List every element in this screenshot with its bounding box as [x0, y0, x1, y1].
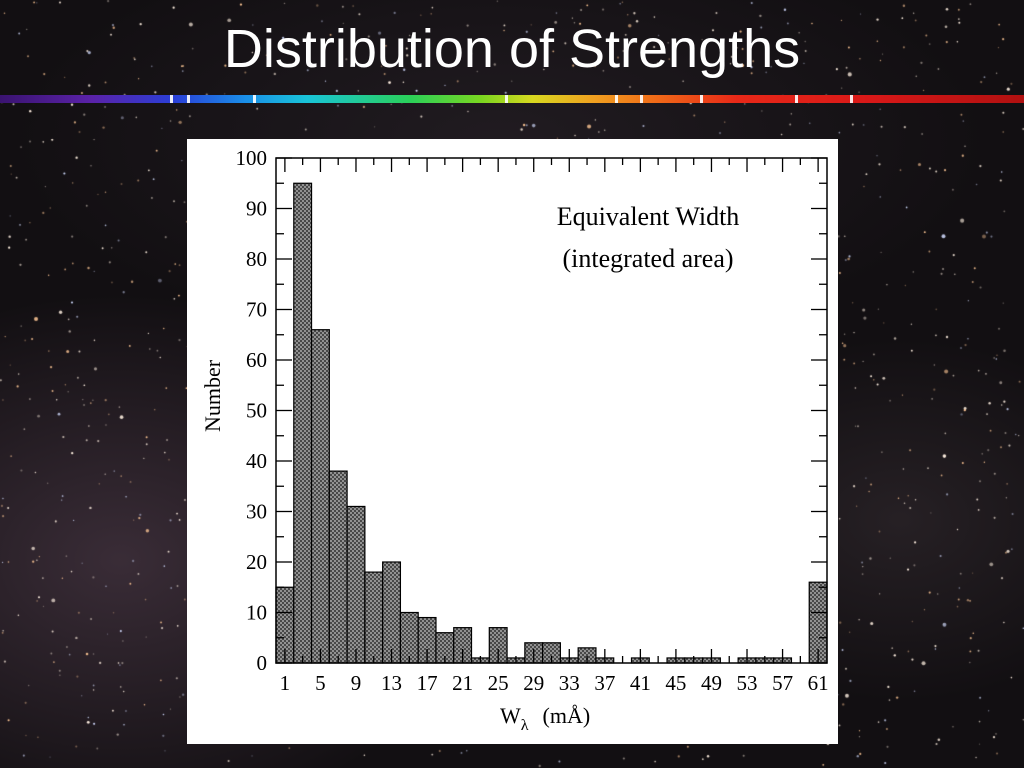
y-tick-label: 70 [246, 298, 267, 322]
x-tick-label: 13 [381, 671, 402, 695]
y-tick-label: 80 [246, 247, 267, 271]
x-tick-label: 1 [280, 671, 291, 695]
x-axis-label-units: (mÅ) [543, 703, 591, 728]
y-tick-label: 40 [246, 449, 267, 473]
rainbow-divider-notch [253, 95, 256, 103]
y-tick-label: 20 [246, 550, 267, 574]
x-tick-label: 41 [630, 671, 651, 695]
y-tick-label: 30 [246, 500, 267, 524]
y-tick-label: 60 [246, 348, 267, 372]
x-tick-label: 25 [488, 671, 509, 695]
x-tick-label: 61 [808, 671, 829, 695]
x-tick-label: 21 [452, 671, 473, 695]
x-axis-label-subscript: λ [521, 717, 529, 734]
histogram-bar [382, 561, 402, 664]
x-tick-label: 57 [772, 671, 793, 695]
chart-annotation-line-1: Equivalent Width [557, 202, 740, 231]
histogram-chart: 0 10 20 30 40 50 60 70 80 90 100 1 5 9 13 17 21 25 29 33 37 4… [200, 146, 829, 734]
chart-panel: 0 10 20 30 40 50 60 70 80 90 100 1 5 9 13 17 21 25 29 33 37 4… [187, 139, 838, 744]
x-tick-label: 49 [701, 671, 722, 695]
histogram-bar [328, 470, 348, 664]
ticks-layer [276, 157, 827, 664]
x-tick-label: 45 [665, 671, 686, 695]
y-tick-label: 100 [236, 146, 268, 170]
x-axis-label-main: W [500, 703, 521, 728]
y-tick-label: 90 [246, 197, 267, 221]
histogram-bar [346, 505, 366, 664]
x-tick-label: 9 [351, 671, 362, 695]
y-tick-label: 10 [246, 601, 267, 625]
labels-layer: 0 10 20 30 40 50 60 70 80 90 100 1 5 9 13 17 21 25 29 33 37 4… [236, 146, 829, 695]
rainbow-divider-notch [795, 95, 798, 103]
rainbow-divider-notch [700, 95, 703, 103]
x-tick-label: 29 [523, 671, 544, 695]
histogram-bar [293, 182, 313, 664]
x-tick-label: 5 [315, 671, 326, 695]
x-tick-label: 33 [559, 671, 580, 695]
rainbow-divider-notch [505, 95, 508, 103]
y-axis-label: Number [200, 359, 225, 432]
rainbow-divider-notch [640, 95, 643, 103]
rainbow-divider-notch [615, 95, 618, 103]
y-tick-label: 50 [246, 399, 267, 423]
x-tick-label: 17 [417, 671, 438, 695]
rainbow-divider [0, 95, 1024, 103]
y-tick-label: 0 [257, 651, 268, 675]
bars-layer [275, 182, 828, 664]
histogram-bar [399, 611, 419, 664]
histogram-bar [310, 329, 330, 664]
slide-title: Distribution of Strengths [223, 19, 801, 79]
x-axis-label: Wλ (mÅ) [500, 703, 590, 734]
x-tick-label: 37 [594, 671, 615, 695]
rainbow-divider-notch [170, 95, 173, 103]
rainbow-divider-notch [187, 95, 190, 103]
histogram-bar [364, 571, 384, 664]
rainbow-divider-notch [850, 95, 853, 103]
chart-annotation-line-2: (integrated area) [562, 244, 733, 273]
x-tick-label: 53 [737, 671, 758, 695]
